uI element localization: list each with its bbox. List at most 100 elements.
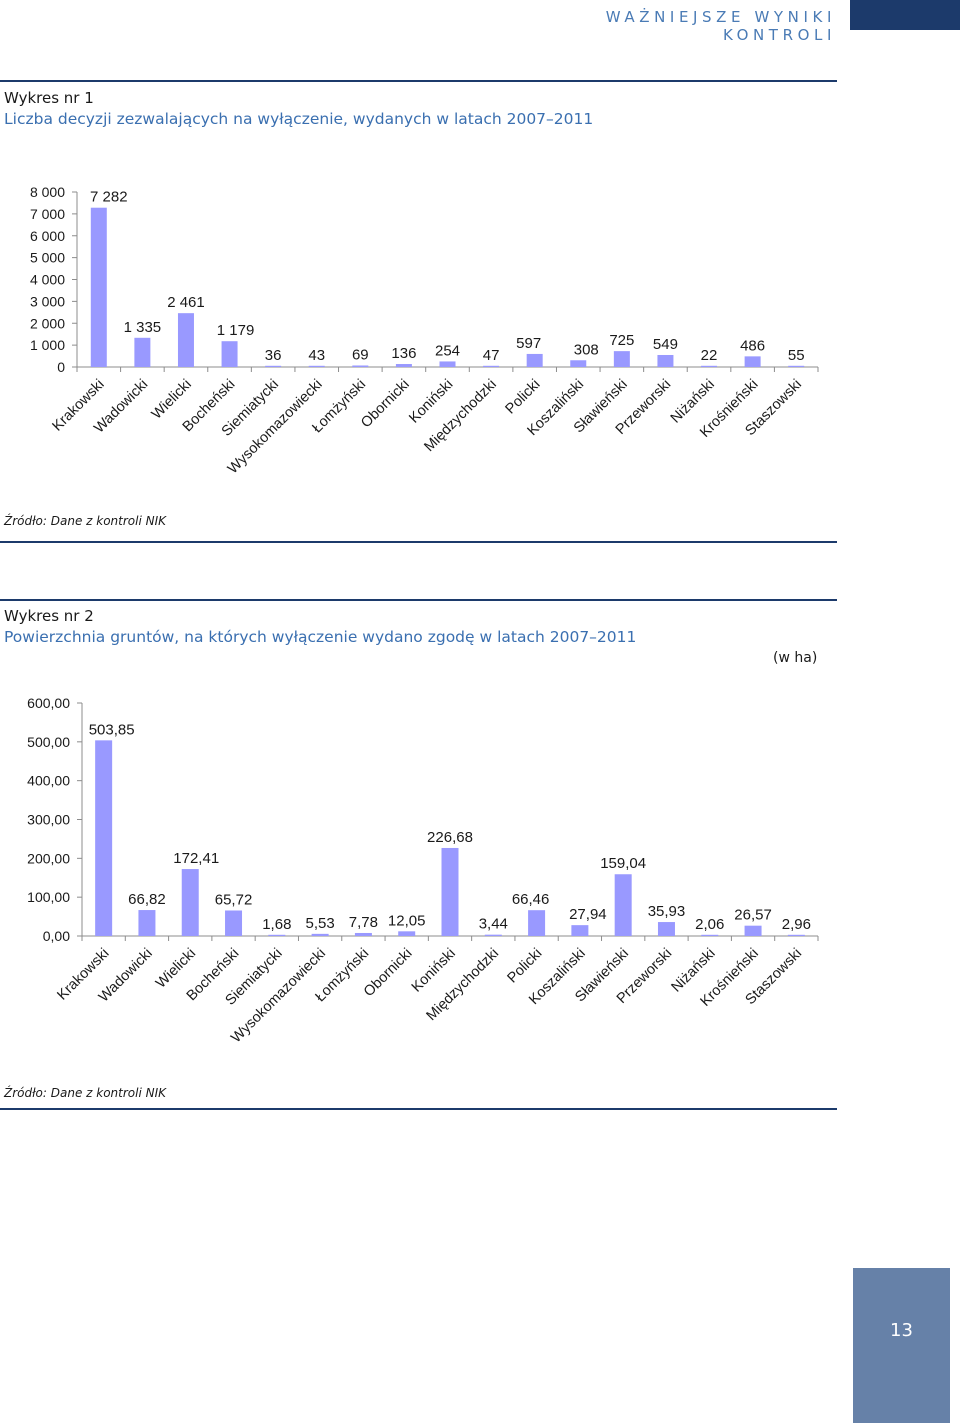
figure-2-top-rule — [0, 599, 837, 601]
data-label: 7,78 — [349, 914, 378, 931]
running-head: WAŻNIEJSZE WYNIKI KONTROLI — [605, 8, 836, 44]
data-label: 26,57 — [734, 907, 772, 924]
bar-obornicki — [395, 364, 412, 367]
bar-policki — [528, 910, 546, 936]
bar-krakowski — [95, 740, 113, 936]
data-label: 35,93 — [648, 903, 686, 920]
data-label: 2,06 — [695, 916, 724, 933]
y-tick-label: 0 — [57, 359, 65, 375]
category-label: Policki — [504, 946, 545, 987]
figure-2-unit: (w ha) — [773, 650, 818, 666]
bar-wadowicki — [134, 337, 151, 367]
bar-staszowski — [788, 365, 805, 367]
data-label: 66,82 — [128, 891, 166, 908]
y-tick-label: 0,00 — [43, 928, 70, 944]
bar-przeworski — [657, 354, 674, 367]
bar-miedzychodzki — [484, 934, 502, 936]
figure-1-bar-chart: 0 1 000 2 000 3 000 4 000 5 000 6 000 7 000 8 00… — [30, 184, 819, 477]
bar-koszalinski — [570, 360, 587, 367]
bar-slawienski — [614, 874, 632, 936]
y-tick-label: 100,00 — [27, 889, 70, 905]
data-label: 66,46 — [512, 891, 550, 908]
bar-policki — [526, 353, 543, 367]
y-tick-label: 400,00 — [27, 773, 70, 789]
data-label: 55 — [788, 347, 805, 364]
figure-1-title: Liczba decyzji zezwalających na wyłączen… — [4, 110, 594, 128]
data-label: 22 — [701, 347, 718, 364]
data-label: 1 335 — [124, 319, 162, 336]
corner-tab — [850, 0, 960, 30]
data-label: 5,53 — [306, 915, 335, 932]
figure-2-bottom-rule — [0, 1108, 837, 1110]
data-label: 3,44 — [479, 916, 508, 933]
data-label: 486 — [740, 337, 765, 354]
data-label: 136 — [391, 345, 416, 362]
y-tick-label: 7 000 — [30, 206, 65, 222]
data-label: 7 282 — [90, 189, 128, 206]
y-tick-label: 500,00 — [27, 734, 70, 750]
category-label: Policki — [503, 377, 544, 418]
category-label: Obornicki — [358, 377, 413, 432]
data-label: 47 — [483, 347, 500, 364]
bar-wysokomazowiecki — [311, 933, 329, 936]
y-tick-label: 5 000 — [30, 250, 65, 266]
page-number: 13 — [890, 1320, 913, 1341]
data-label: 1,68 — [262, 916, 291, 933]
data-label: 43 — [308, 347, 325, 364]
bar-obornicki — [398, 931, 416, 936]
bar-koninski — [441, 847, 459, 936]
data-label: 69 — [352, 346, 369, 363]
y-tick-label: 1 000 — [30, 337, 65, 353]
data-label: 549 — [653, 336, 678, 353]
bar-wielicki — [181, 869, 199, 936]
bar-staszowski — [787, 934, 805, 936]
data-label: 12,05 — [388, 912, 426, 929]
data-label: 503,85 — [89, 721, 135, 738]
figure-1-bottom-rule — [0, 541, 837, 543]
data-label: 172,41 — [173, 850, 219, 867]
bar-lomzynski — [354, 932, 372, 936]
bar-wielicki — [177, 313, 194, 367]
bar-slawienski — [613, 351, 630, 367]
bar-lomzynski — [352, 365, 369, 367]
data-label: 308 — [574, 341, 599, 358]
bar-wysokomazowiecki — [308, 365, 325, 367]
figure-2-number: Wykres nr 2 — [4, 607, 94, 625]
bar-koszalinski — [571, 925, 589, 936]
bar-nizanski — [701, 365, 718, 367]
bar-bochenski — [225, 910, 243, 936]
y-tick-label: 200,00 — [27, 850, 70, 866]
bar-krakowski — [90, 207, 107, 367]
y-tick-label: 3 000 — [30, 293, 65, 309]
figure-2-source: Źródło: Dane z kontroli NIK — [4, 1086, 167, 1100]
bar-miedzychodzki — [483, 365, 500, 367]
y-tick-label: 600,00 — [27, 695, 70, 711]
bar-koninski — [439, 361, 456, 367]
data-label: 1 179 — [217, 322, 255, 339]
data-label: 597 — [516, 335, 541, 352]
y-tick-label: 8 000 — [30, 184, 65, 200]
figure-1-top-rule — [0, 80, 837, 82]
bar-przeworski — [657, 922, 675, 936]
y-tick-label: 6 000 — [30, 228, 65, 244]
data-label: 36 — [265, 347, 282, 364]
figure-2-title: Powierzchnia gruntów, na których wyłącze… — [4, 628, 637, 646]
bar-siemiatycki — [265, 365, 282, 367]
bar-krosnienski — [744, 925, 762, 936]
y-tick-label: 4 000 — [30, 272, 65, 288]
data-label: 226,68 — [427, 829, 473, 846]
data-label: 725 — [609, 332, 634, 349]
bar-krosnienski — [744, 356, 761, 367]
bar-nizanski — [701, 934, 719, 936]
data-label: 27,94 — [569, 906, 607, 923]
data-label: 254 — [435, 342, 460, 359]
data-label: 65,72 — [215, 891, 253, 908]
data-label: 159,04 — [600, 855, 646, 872]
y-tick-label: 300,00 — [27, 812, 70, 828]
data-label: 2 461 — [167, 294, 205, 311]
bar-siemiatycki — [268, 934, 286, 936]
y-tick-label: 2 000 — [30, 315, 65, 331]
figure-1-source: Źródło: Dane z kontroli NIK — [4, 514, 167, 528]
bar-wadowicki — [138, 910, 156, 936]
data-label: 2,96 — [782, 916, 811, 933]
